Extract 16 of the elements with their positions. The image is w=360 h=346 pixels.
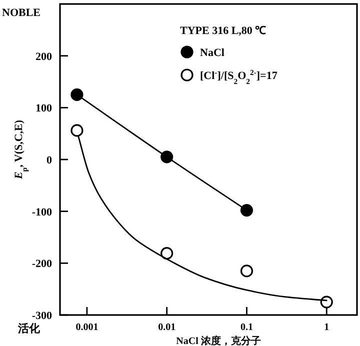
y-tick-label: 200 [36,50,52,63]
y-tick-label: 0 [46,154,52,166]
y-tick-label: -100 [32,206,52,218]
legend-label: NaCl [200,47,224,59]
x-tick-label: 0.001 [76,322,98,333]
text: 活化 [17,322,41,335]
legend-label: [Cl$^{-}$]/[S$_{2}$O$_{2}$$^{2-}$]=17 [200,68,278,86]
text: NOBLE [2,7,41,19]
x-axis-title: NaCl 浓度，克分子 [176,335,261,346]
y-tick-label: -200 [32,258,52,270]
x-tick-label: 0.1 [240,322,253,333]
y-tick-label: 100 [36,102,52,115]
x-tick-label: 1 [324,322,330,333]
y-tick-label: -300 [32,310,52,322]
x-tick-label: 0.01 [158,322,176,333]
legend-title: TYPE 316 L,80 ℃ [180,25,266,37]
